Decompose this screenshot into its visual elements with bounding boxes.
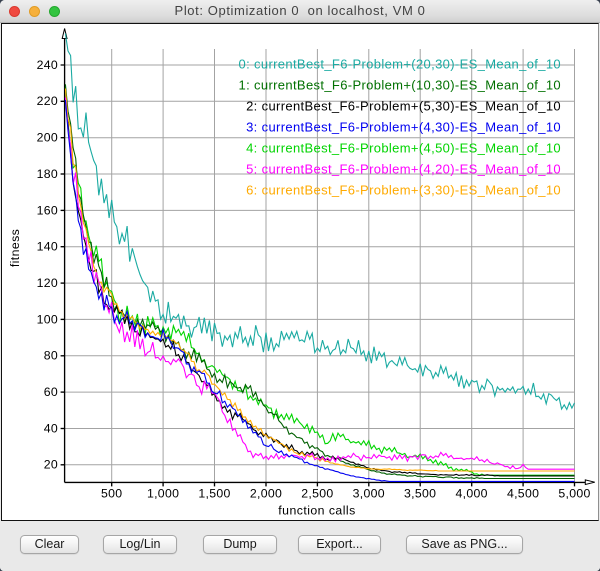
svg-text:500: 500 — [101, 487, 122, 501]
svg-text:80: 80 — [44, 349, 58, 363]
svg-text:200: 200 — [37, 131, 58, 145]
svg-text:40: 40 — [44, 421, 58, 435]
svg-text:2: currentBest_F6-Problem+(5,3: 2: currentBest_F6-Problem+(5,30)-ES_Mean… — [246, 99, 561, 114]
svg-text:60: 60 — [44, 385, 58, 399]
svg-text:function calls: function calls — [278, 504, 355, 518]
svg-text:100: 100 — [37, 312, 58, 326]
svg-text:160: 160 — [37, 203, 58, 217]
svg-text:1,500: 1,500 — [198, 487, 230, 501]
svg-text:2,500: 2,500 — [301, 487, 333, 501]
svg-text:240: 240 — [37, 58, 58, 72]
svg-text:120: 120 — [37, 276, 58, 290]
svg-text:220: 220 — [37, 94, 58, 108]
svg-text:5,000: 5,000 — [558, 487, 590, 501]
svg-text:4: currentBest_F6-Problem+(4,5: 4: currentBest_F6-Problem+(4,50)-ES_Mean… — [246, 141, 561, 156]
svg-text:3,500: 3,500 — [404, 487, 436, 501]
svg-text:180: 180 — [37, 167, 58, 181]
svg-text:0: currentBest_F6-Problem+(20,: 0: currentBest_F6-Problem+(20,30)-ES_Mea… — [239, 57, 561, 72]
svg-text:5: currentBest_F6-Problem+(4,2: 5: currentBest_F6-Problem+(4,20)-ES_Mean… — [246, 162, 561, 177]
svg-text:2,000: 2,000 — [250, 487, 282, 501]
svg-text:140: 140 — [37, 240, 58, 254]
svg-text:1,000: 1,000 — [147, 487, 179, 501]
svg-text:4,000: 4,000 — [456, 487, 488, 501]
svg-text:20: 20 — [44, 458, 58, 472]
svg-text:1: currentBest_F6-Problem+(10,: 1: currentBest_F6-Problem+(10,30)-ES_Mea… — [239, 78, 561, 93]
svg-text:3,000: 3,000 — [353, 487, 385, 501]
svg-text:6: currentBest_F6-Problem+(3,3: 6: currentBest_F6-Problem+(3,30)-ES_Mean… — [246, 183, 561, 198]
svg-text:3: currentBest_F6-Problem+(4,3: 3: currentBest_F6-Problem+(4,30)-ES_Mean… — [246, 120, 561, 135]
svg-text:fitness: fitness — [8, 229, 22, 267]
svg-text:4,500: 4,500 — [507, 487, 539, 501]
